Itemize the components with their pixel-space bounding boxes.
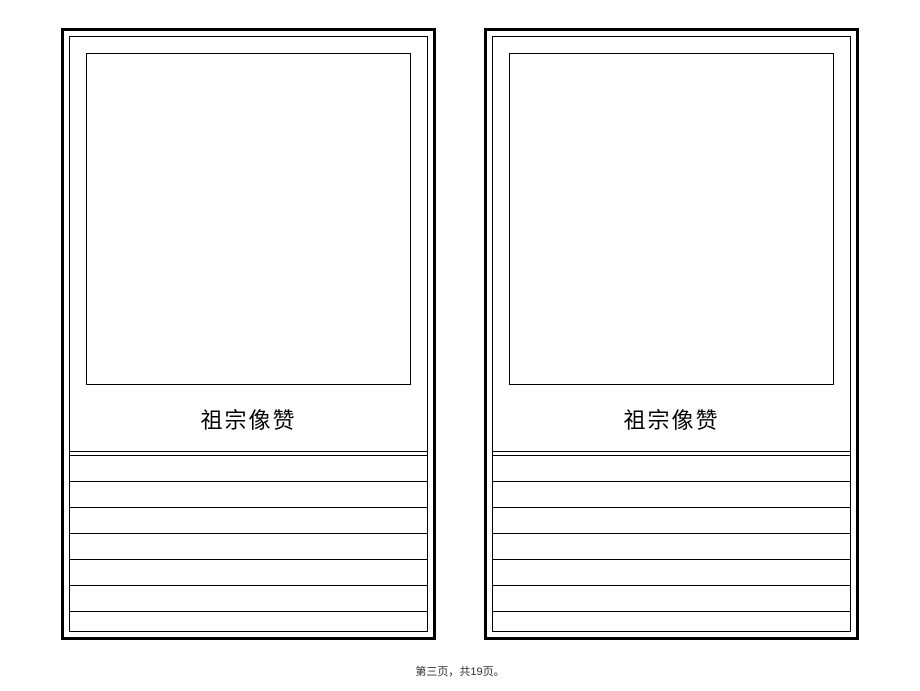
rule-line <box>493 611 850 612</box>
card-title: 祖宗像赞 <box>64 403 433 435</box>
rule-line <box>493 507 850 508</box>
rule-line <box>70 533 427 534</box>
image-placeholder <box>86 53 411 385</box>
card-left: 祖宗像赞 <box>61 28 436 640</box>
rule-line <box>493 585 850 586</box>
card-right: 祖宗像赞 <box>484 28 859 640</box>
rule-line <box>70 455 427 456</box>
image-placeholder <box>509 53 834 385</box>
rule-line <box>493 451 850 452</box>
rule-line <box>70 611 427 612</box>
rule-line <box>493 481 850 482</box>
writing-lines <box>493 451 850 631</box>
rule-line <box>70 559 427 560</box>
rule-line <box>493 455 850 456</box>
rule-line <box>493 533 850 534</box>
rule-line <box>70 451 427 452</box>
rule-line <box>70 507 427 508</box>
writing-lines <box>70 451 427 631</box>
rule-line <box>70 481 427 482</box>
page-container: 祖宗像赞 祖宗像赞 <box>0 0 920 640</box>
rule-line <box>493 559 850 560</box>
rule-line <box>70 585 427 586</box>
page-footer: 第三页，共19页。 <box>0 663 920 679</box>
card-title: 祖宗像赞 <box>487 403 856 435</box>
